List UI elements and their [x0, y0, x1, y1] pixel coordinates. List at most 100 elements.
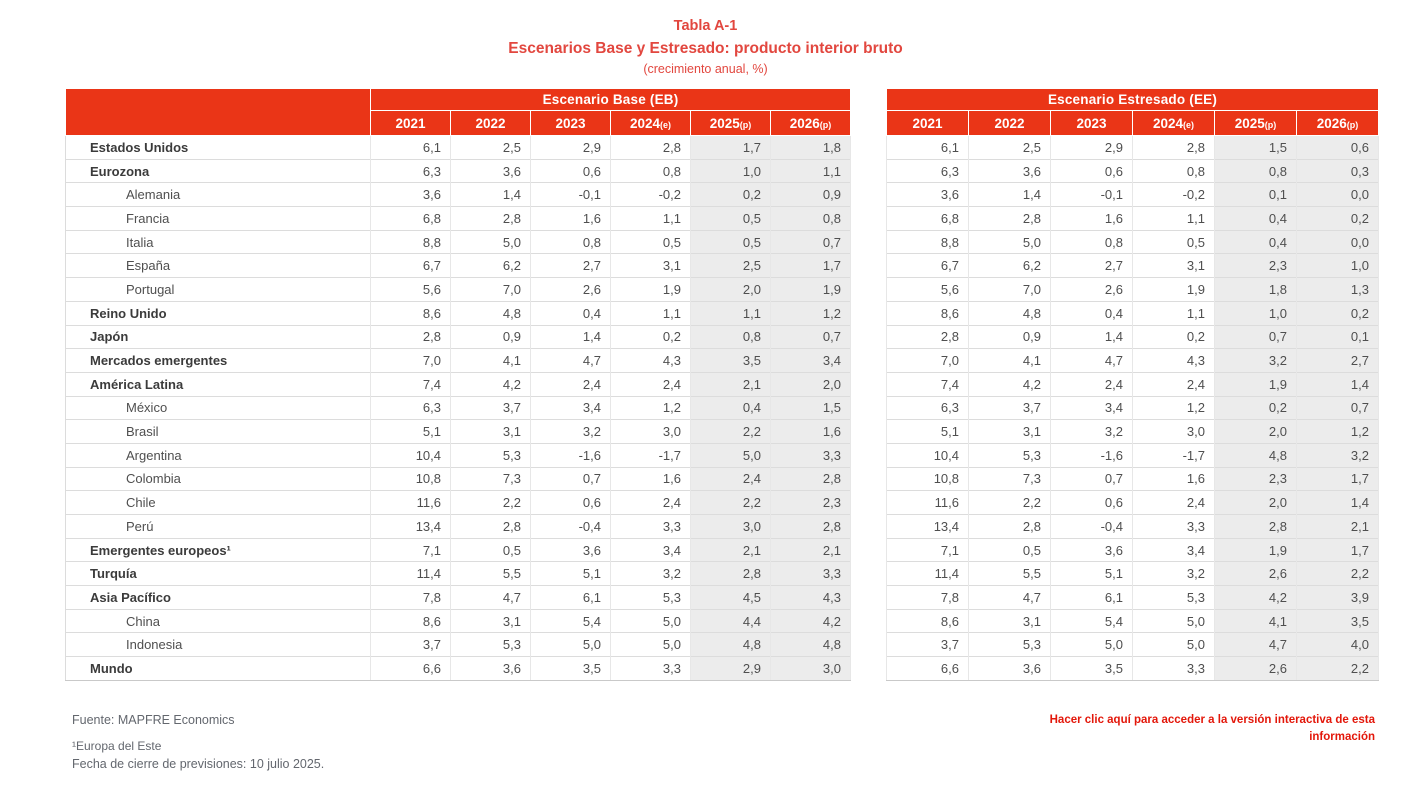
value-cell: 0,2	[610, 324, 691, 349]
value-cell: 2,3	[1214, 253, 1297, 278]
value-cell: 0,5	[690, 229, 771, 254]
value-cell: 3,3	[610, 514, 691, 539]
table-row: Brasil 5,1 3,1 3,2 3,0 2,2 1,6	[65, 419, 851, 444]
value-cell: 2,5	[450, 135, 531, 160]
table-row: Emergentes europeos¹ 7,1 0,5 3,6 3,4 2,1 2,1	[65, 537, 851, 562]
value-cell: 3,3	[610, 656, 691, 681]
table-row: 10,4 5,3 -1,6 -1,7 4,8 3,2	[886, 442, 1379, 468]
title-block: Tabla A-1 Escenarios Base y Estresado: p…	[0, 18, 1411, 76]
value-cell: 4,4	[690, 608, 771, 633]
value-cell: 3,5	[530, 656, 611, 681]
table-row: Chile 11,6 2,2 0,6 2,4 2,2 2,3	[65, 490, 851, 515]
value-cell: 0,1	[1296, 324, 1379, 349]
value-cell: 6,1	[370, 135, 451, 160]
value-cell: 2,2	[1296, 656, 1379, 681]
table-number: Tabla A-1	[673, 18, 738, 34]
value-cell: 2,8	[1214, 514, 1297, 539]
value-cell: 4,2	[770, 608, 851, 633]
source-note: Fuente: MAPFRE Economics	[72, 713, 235, 727]
value-cell: 2,4	[610, 490, 691, 515]
table-row: China 8,6 3,1 5,4 5,0 4,4 4,2	[65, 608, 851, 633]
value-cell: 5,3	[1132, 585, 1215, 610]
value-cell: 3,2	[1296, 442, 1379, 468]
value-cell: 1,9	[610, 277, 691, 302]
value-cell: 7,8	[370, 585, 451, 610]
value-cell: 3,7	[886, 632, 969, 657]
value-cell: 1,1	[770, 158, 851, 183]
table-row: 8,6 3,1 5,4 5,0 4,1 3,5	[886, 608, 1379, 633]
value-cell: 1,0	[690, 158, 771, 183]
value-cell: 4,8	[968, 300, 1051, 325]
value-cell: 1,1	[610, 300, 691, 325]
value-cell: 3,2	[1050, 419, 1133, 444]
value-cell: 5,3	[968, 442, 1051, 468]
table-row: 6,3 3,6 0,6 0,8 0,8 0,3	[886, 158, 1379, 183]
value-cell: 2,0	[1214, 419, 1297, 444]
value-cell: 2,7	[1296, 348, 1379, 373]
table-row: Indonesia 3,7 5,3 5,0 5,0 4,8 4,8	[65, 632, 851, 657]
title-subtitle: (crecimiento anual, %)	[643, 62, 768, 76]
value-cell: 1,4	[1050, 324, 1133, 349]
value-cell: 6,1	[886, 135, 969, 160]
value-cell: 0,0	[1296, 229, 1379, 254]
row-label: Brasil	[65, 419, 371, 444]
year-header-row: 2021 2022 2023 2024(e) 2025(p) 2026(p)	[66, 110, 851, 136]
value-cell: 1,4	[1296, 371, 1379, 397]
value-cell: 3,3	[1132, 514, 1215, 539]
value-cell: 3,0	[690, 514, 771, 539]
table-row: Francia 6,8 2,8 1,6 1,1 0,5 0,8	[65, 206, 851, 231]
value-cell: 1,4	[450, 182, 531, 207]
value-cell: 5,3	[450, 442, 531, 468]
value-cell: 1,2	[1296, 419, 1379, 444]
value-cell: 2,9	[530, 135, 611, 160]
value-cell: 5,4	[1050, 608, 1133, 633]
table-row: 3,6 1,4 -0,1 -0,2 0,1 0,0	[886, 182, 1379, 207]
value-cell: 4,8	[690, 632, 771, 657]
value-cell: 2,2	[1296, 561, 1379, 586]
value-cell: 8,8	[886, 229, 969, 254]
value-cell: 3,2	[610, 561, 691, 586]
value-cell: 10,4	[370, 442, 451, 468]
interactive-version-link[interactable]: Hacer clic aquí para acceder a la versió…	[1049, 714, 1375, 743]
value-cell: 2,1	[690, 371, 771, 397]
value-cell: 6,2	[968, 253, 1051, 278]
value-cell: 4,7	[450, 585, 531, 610]
value-cell: 1,6	[1132, 466, 1215, 491]
value-cell: 3,3	[770, 561, 851, 586]
year-header: 2023	[530, 110, 611, 136]
footnote-fecha-cierre: Fecha de cierre de previsiones: 10 julio…	[72, 757, 325, 771]
row-label: México	[65, 395, 371, 420]
value-cell: 3,6	[370, 182, 451, 207]
value-cell: 3,1	[610, 253, 691, 278]
value-cell: 0,7	[1296, 395, 1379, 420]
value-cell: 2,9	[690, 656, 771, 681]
value-cell: 11,6	[886, 490, 969, 515]
value-cell: 1,6	[770, 419, 851, 444]
value-cell: 6,3	[886, 158, 969, 183]
value-cell: 4,2	[1214, 585, 1297, 610]
table-row: 5,1 3,1 3,2 3,0 2,0 1,2	[886, 419, 1379, 444]
value-cell: 3,3	[1132, 656, 1215, 681]
table-row: 6,7 6,2 2,7 3,1 2,3 1,0	[886, 253, 1379, 278]
table-row: Alemania 3,6 1,4 -0,1 -0,2 0,2 0,9	[65, 182, 851, 207]
value-cell: 6,1	[530, 585, 611, 610]
table-row: 7,1 0,5 3,6 3,4 1,9 1,7	[886, 537, 1379, 562]
value-cell: 0,1	[1214, 182, 1297, 207]
value-cell: 4,8	[450, 300, 531, 325]
table-row: Reino Unido 8,6 4,8 0,4 1,1 1,1 1,2	[65, 300, 851, 325]
value-cell: 0,2	[690, 182, 771, 207]
value-cell: 11,4	[370, 561, 451, 586]
table-row: 6,1 2,5 2,9 2,8 1,5 0,6	[886, 135, 1379, 160]
value-cell: 1,9	[770, 277, 851, 302]
value-cell: 2,2	[450, 490, 531, 515]
table-row: Turquía 11,4 5,5 5,1 3,2 2,8 3,3	[65, 561, 851, 586]
value-cell: -1,6	[1050, 442, 1133, 468]
value-cell: 1,3	[1296, 277, 1379, 302]
value-cell: 3,6	[450, 656, 531, 681]
value-cell: 7,0	[370, 348, 451, 373]
value-cell: 3,2	[1214, 348, 1297, 373]
value-cell: 1,2	[610, 395, 691, 420]
value-cell: 4,2	[968, 371, 1051, 397]
row-label: Portugal	[65, 277, 371, 302]
value-cell: 1,9	[1214, 537, 1297, 562]
